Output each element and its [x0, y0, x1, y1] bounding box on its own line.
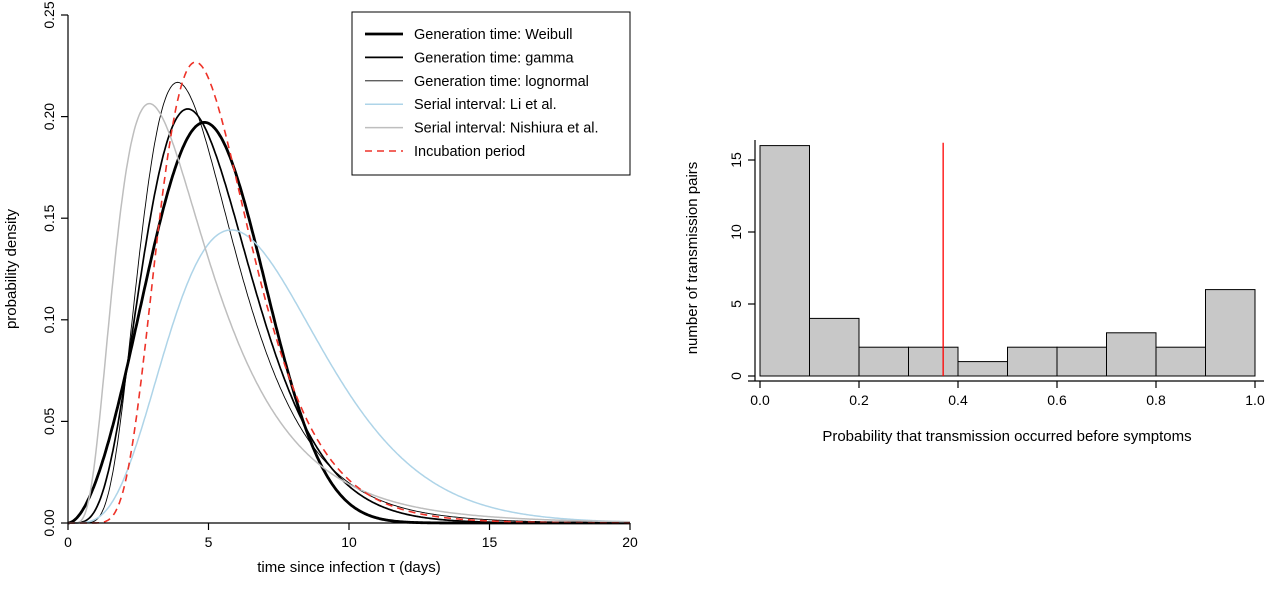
y-tick-label: 0.10	[41, 306, 57, 333]
histogram-plot: 0.0 0.2 0.4 0.6 0.8 1.0 0 5 10 15 Probability tha…	[684, 140, 1265, 445]
x-tick-label: 0.6	[1047, 392, 1067, 408]
legend-box	[351, 11, 631, 176]
histogram-bar	[1205, 289, 1256, 377]
x-tick-label: 0.2	[849, 392, 869, 408]
curve-series-2	[68, 81, 631, 524]
x-tick-label: 0.4	[948, 392, 968, 408]
y-tick-label: 10	[728, 224, 744, 240]
y-tick-label: 0.20	[41, 103, 57, 130]
histogram-bar	[759, 145, 810, 377]
legend-label: Generation time: gamma	[414, 50, 575, 66]
histogram-bar	[1056, 346, 1107, 377]
x-tick-label: 0	[64, 534, 72, 550]
curve-series-0	[67, 121, 631, 525]
curve-series-5	[68, 61, 630, 524]
histogram-bar	[1007, 346, 1058, 377]
x-tick-label: 5	[205, 534, 213, 550]
y-tick-label: 0.15	[41, 204, 57, 231]
x-tick-label: 0.8	[1146, 392, 1166, 408]
y-tick-label: 15	[728, 152, 744, 168]
histogram-bar	[809, 317, 860, 377]
y-tick-label: 5	[728, 300, 744, 308]
y-tick-label: 0.25	[41, 1, 57, 28]
histogram-axes: 0.0 0.2 0.4 0.6 0.8 1.0 0 5 10 15	[728, 140, 1265, 408]
y-tick-label: 0.05	[41, 408, 57, 435]
legend-label: Generation time: Weibull	[414, 27, 573, 43]
legend-label: Serial interval: Li et al.	[414, 97, 557, 113]
curve-series-4	[68, 102, 631, 524]
histogram-bar	[858, 346, 909, 377]
density-plot: 0 5 10 15 20 0.00 0.05 0.10 0.15 0.20 0.25 time si…	[3, 1, 638, 576]
x-tick-label: 0.0	[750, 392, 770, 408]
curve-series-3	[68, 229, 631, 524]
x-tick-label: 15	[482, 534, 498, 550]
legend: Generation time: Weibull Generation time:…	[351, 11, 631, 176]
density-axes: 0 5 10 15 20 0.00 0.05 0.10 0.15 0.20 0.25	[41, 1, 638, 550]
y-tick-label: 0	[728, 372, 744, 380]
legend-label: Incubation period	[414, 144, 525, 160]
histogram-y-axis-title: number of transmission pairs	[684, 162, 701, 355]
histogram-bar	[1155, 346, 1206, 377]
histogram-bar	[1106, 332, 1157, 377]
density-x-axis-title: time since infection τ (days)	[257, 559, 441, 576]
density-y-axis-title: probability density	[3, 208, 20, 329]
histogram-bar	[957, 361, 1008, 377]
histogram-bar	[908, 346, 959, 377]
y-tick-label: 0.00	[41, 509, 57, 536]
x-tick-label: 10	[341, 534, 357, 550]
x-tick-label: 20	[622, 534, 638, 550]
histogram-bars-group	[759, 142, 1256, 377]
legend-label: Generation time: lognormal	[414, 74, 589, 90]
legend-label: Serial interval: Nishiura et al.	[414, 121, 599, 137]
histogram-x-axis-title: Probability that transmission occurred b…	[822, 428, 1191, 445]
x-tick-label: 1.0	[1245, 392, 1265, 408]
